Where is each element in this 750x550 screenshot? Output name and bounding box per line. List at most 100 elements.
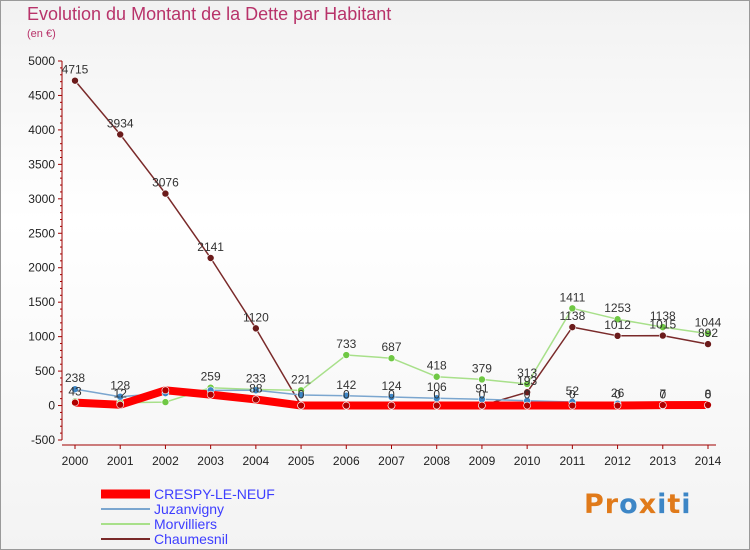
data-point bbox=[116, 392, 125, 401]
data-point bbox=[116, 130, 125, 139]
data-point bbox=[206, 254, 215, 262]
data-label: 1411 bbox=[559, 290, 585, 304]
data-label: 0 bbox=[705, 388, 712, 402]
data-label: 8 bbox=[705, 387, 712, 401]
logo-letter: t bbox=[667, 489, 682, 520]
data-point bbox=[252, 395, 260, 404]
data-label: 1012 bbox=[604, 318, 631, 332]
data-point bbox=[613, 315, 622, 324]
y-tick-label: 2500 bbox=[28, 226, 55, 240]
y-tick-label: 0 bbox=[48, 399, 55, 413]
data-label: 379 bbox=[472, 361, 492, 375]
data-label: 0 bbox=[298, 388, 305, 402]
data-point bbox=[568, 304, 577, 313]
legend-label: Chaumesnil bbox=[154, 531, 228, 547]
data-label: 0 bbox=[479, 388, 486, 402]
y-tick-label: -500 bbox=[31, 433, 55, 447]
data-point bbox=[387, 401, 396, 410]
data-label: 4715 bbox=[62, 63, 89, 77]
data-label: 106 bbox=[427, 380, 447, 394]
data-label: 1138 bbox=[650, 309, 676, 323]
data-point bbox=[116, 400, 125, 409]
data-point bbox=[704, 329, 712, 338]
data-point bbox=[387, 393, 396, 401]
x-tick-label: 2014 bbox=[695, 454, 722, 468]
data-label: 0 bbox=[614, 388, 621, 402]
data-point bbox=[523, 401, 531, 410]
x-tick-label: 2010 bbox=[514, 454, 541, 468]
data-point bbox=[523, 388, 531, 397]
x-tick-label: 2004 bbox=[243, 454, 270, 468]
y-unit-label: (en €) bbox=[27, 28, 56, 40]
data-label: 0 bbox=[524, 388, 531, 402]
data-point bbox=[161, 398, 170, 406]
y-tick-label: 4500 bbox=[28, 88, 55, 102]
data-point bbox=[432, 372, 441, 381]
data-label: 0 bbox=[433, 388, 440, 402]
data-label: 733 bbox=[336, 337, 356, 351]
data-label: 0 bbox=[659, 388, 666, 402]
data-label: 124 bbox=[381, 379, 401, 393]
data-label: 221 bbox=[291, 372, 311, 386]
data-point bbox=[658, 401, 667, 409]
data-label: 1253 bbox=[604, 301, 631, 315]
chart-title: Evolution du Montant de la Dette par Hab… bbox=[27, 4, 392, 24]
data-point bbox=[432, 394, 441, 403]
data-point bbox=[252, 324, 260, 333]
logo-letter: i bbox=[681, 489, 692, 520]
data-point bbox=[161, 189, 170, 198]
data-point bbox=[71, 76, 79, 85]
data-label: 91 bbox=[475, 381, 489, 395]
data-label: 7 bbox=[659, 387, 666, 401]
logo-letter: o bbox=[619, 489, 639, 520]
logo-letter: r bbox=[604, 489, 620, 520]
x-tick-label: 2009 bbox=[469, 454, 496, 468]
data-label: 128 bbox=[110, 379, 130, 393]
data-label: 418 bbox=[427, 359, 447, 373]
data-point bbox=[613, 332, 622, 340]
x-tick-label: 2011 bbox=[559, 454, 585, 468]
data-label: 3934 bbox=[107, 116, 134, 130]
data-label: 259 bbox=[201, 370, 221, 384]
legend-label: Morvilliers bbox=[154, 516, 217, 532]
data-point bbox=[206, 390, 215, 399]
data-label: 43 bbox=[68, 385, 82, 399]
legend-label: CRESPY-LE-NEUF bbox=[154, 486, 275, 502]
data-label: 892 bbox=[698, 326, 718, 340]
data-point bbox=[342, 401, 351, 410]
y-tick-label: 5000 bbox=[28, 54, 55, 68]
data-label: 687 bbox=[381, 340, 401, 354]
data-point bbox=[658, 331, 667, 340]
x-tick-label: 2012 bbox=[604, 454, 631, 468]
data-point bbox=[252, 386, 260, 395]
data-label: 142 bbox=[336, 378, 356, 392]
data-label: 1015 bbox=[649, 318, 676, 332]
logo-letter: i bbox=[657, 489, 668, 520]
data-point bbox=[478, 375, 486, 384]
data-point bbox=[161, 386, 170, 395]
data-label: 233 bbox=[246, 371, 266, 385]
data-point bbox=[658, 323, 667, 331]
data-label: 12 bbox=[114, 387, 128, 401]
y-tick-label: 2000 bbox=[28, 261, 55, 275]
data-label: 52 bbox=[566, 384, 580, 398]
data-point bbox=[387, 354, 396, 363]
y-tick-label: 1000 bbox=[28, 330, 55, 344]
y-tick-label: 1500 bbox=[28, 295, 55, 309]
data-point bbox=[478, 401, 486, 410]
data-label: 0 bbox=[388, 388, 395, 402]
logo-letter: P bbox=[584, 489, 605, 520]
data-point bbox=[432, 401, 441, 410]
y-tick-label: 4000 bbox=[28, 123, 55, 137]
x-tick-label: 2013 bbox=[649, 454, 676, 468]
data-point bbox=[704, 401, 712, 409]
data-label: 1138 bbox=[559, 309, 585, 323]
x-tick-label: 2005 bbox=[288, 454, 315, 468]
data-point bbox=[342, 351, 351, 359]
data-point bbox=[613, 401, 622, 410]
x-tick-label: 2001 bbox=[107, 454, 134, 468]
data-label: 313 bbox=[517, 366, 537, 380]
data-label: 1044 bbox=[695, 316, 722, 330]
data-label: 3076 bbox=[152, 176, 179, 190]
